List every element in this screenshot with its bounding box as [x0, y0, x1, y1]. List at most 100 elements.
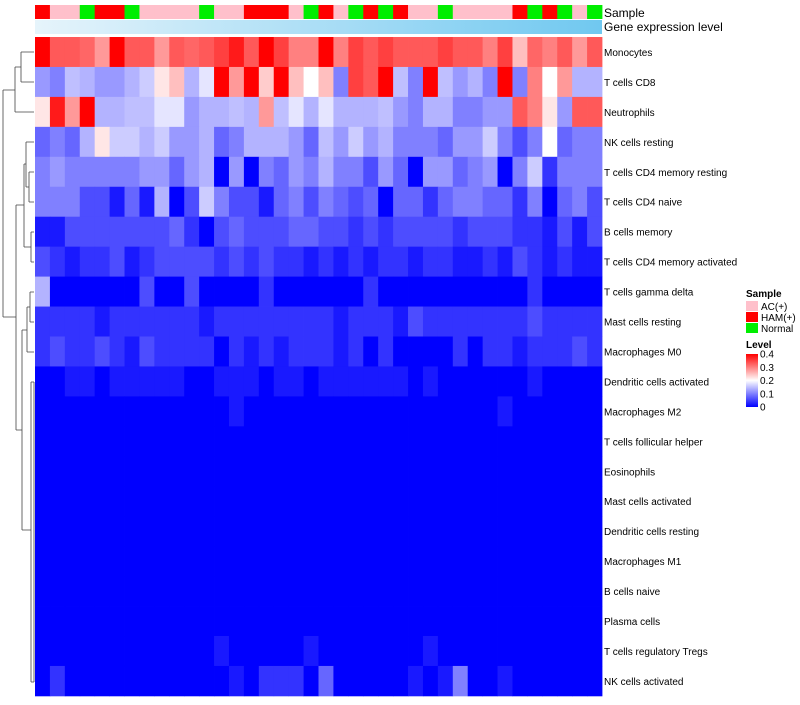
heatmap-cell [378, 216, 394, 248]
heatmap-cell [467, 246, 484, 277]
heatmap-cell [288, 606, 304, 637]
heatmap-cell [139, 126, 155, 158]
heatmap-cell [258, 606, 275, 637]
sample-cell [169, 5, 185, 19]
heatmap-cell [288, 246, 304, 277]
heatmap-cell [482, 516, 498, 547]
heatmap-cell [587, 665, 603, 697]
heatmap-cell [79, 37, 96, 68]
heatmap-cell [184, 336, 200, 367]
heatmap-cell [228, 37, 245, 68]
heatmap-cell [363, 156, 379, 188]
heatmap-cell [303, 126, 319, 158]
heatmap-cell [393, 66, 409, 98]
heatmap-cell [482, 186, 498, 218]
heatmap-cell [199, 665, 215, 697]
heatmap-cell [154, 665, 170, 697]
heatmap-cell [124, 456, 140, 487]
heatmap-cell [109, 276, 125, 307]
heatmap-cell [139, 426, 155, 457]
heatmap-cell [587, 426, 603, 457]
heatmap-cell [557, 546, 573, 577]
heatmap-cell [467, 306, 484, 337]
heatmap-cell [214, 665, 230, 697]
heatmap-cell [35, 486, 51, 517]
heatmap-cell [587, 336, 603, 367]
heatmap-cell [94, 37, 110, 68]
heatmap-cell [35, 516, 51, 547]
sample-cell [49, 5, 66, 19]
heatmap-cell [154, 546, 170, 577]
heatmap-cell [587, 576, 603, 607]
heatmap-cell [79, 336, 96, 367]
sample-cell [482, 5, 498, 19]
heatmap-cell [557, 366, 573, 397]
heatmap-cell [288, 186, 304, 218]
heatmap-cell [184, 366, 200, 397]
heatmap-cell [184, 396, 200, 427]
heatmap-cell [557, 516, 573, 547]
heatmap-cell [542, 276, 558, 307]
heatmap-cell [318, 426, 334, 457]
heatmap-cell [378, 516, 394, 547]
heatmap-cell [169, 606, 185, 637]
heatmap-cell [527, 546, 543, 577]
heatmap-cell [273, 156, 290, 188]
heatmap-cell [542, 576, 558, 607]
heatmap-cell [497, 126, 513, 158]
heatmap-cell [64, 576, 81, 607]
heatmap-cell [124, 665, 140, 697]
heatmap-cell [124, 516, 140, 547]
heatmap-cell [512, 665, 528, 697]
sample-cell [35, 5, 51, 19]
heatmap-cell [363, 396, 379, 427]
heatmap-cell [35, 246, 51, 277]
heatmap-cell [363, 186, 379, 218]
heatmap-cell [288, 366, 304, 397]
heatmap-cell [214, 576, 230, 607]
heatmap-cell [49, 426, 66, 457]
heatmap-cell [497, 576, 513, 607]
heatmap-cell [348, 426, 364, 457]
heatmap-cell [572, 636, 588, 667]
heatmap-cell [333, 665, 349, 697]
heatmap-cell [422, 96, 439, 128]
heatmap-cell [348, 546, 364, 577]
heatmap-cell [482, 576, 498, 607]
heatmap-cell [557, 396, 573, 427]
heatmap-cell [393, 546, 409, 577]
heatmap-cell [243, 336, 260, 367]
sample-cell [199, 5, 215, 19]
heatmap-cell [109, 636, 125, 667]
heatmap-cell [124, 636, 140, 667]
heatmap-cell [497, 636, 513, 667]
heatmap-cell [288, 126, 304, 158]
heatmap-cell [243, 606, 260, 637]
heatmap-cell [303, 456, 319, 487]
heatmap-cell [422, 606, 439, 637]
heatmap-cell [243, 366, 260, 397]
heatmap-cell [393, 576, 409, 607]
heatmap-cell [557, 606, 573, 637]
heatmap-cell [79, 516, 96, 547]
heatmap-cell [408, 665, 424, 697]
heatmap-cell [35, 37, 51, 68]
heatmap-cell [452, 37, 469, 68]
heatmap-cell [437, 186, 454, 218]
heatmap-cell [512, 606, 528, 637]
row-label: T cells follicular helper [604, 437, 703, 448]
heatmap-cell [199, 426, 215, 457]
heatmap-cell [408, 96, 424, 128]
heatmap-cell [49, 366, 66, 397]
heatmap-cell [124, 216, 140, 248]
row-label: Monocytes [604, 48, 652, 59]
heatmap-cell [378, 37, 394, 68]
heatmap-cell [94, 486, 110, 517]
heatmap-cell [452, 306, 469, 337]
heatmap-cell [258, 665, 275, 697]
heatmap-cell [214, 37, 230, 68]
heatmap-cell [363, 276, 379, 307]
heatmap-cell [512, 426, 528, 457]
heatmap-cell [482, 126, 498, 158]
heatmap-cell [64, 486, 81, 517]
